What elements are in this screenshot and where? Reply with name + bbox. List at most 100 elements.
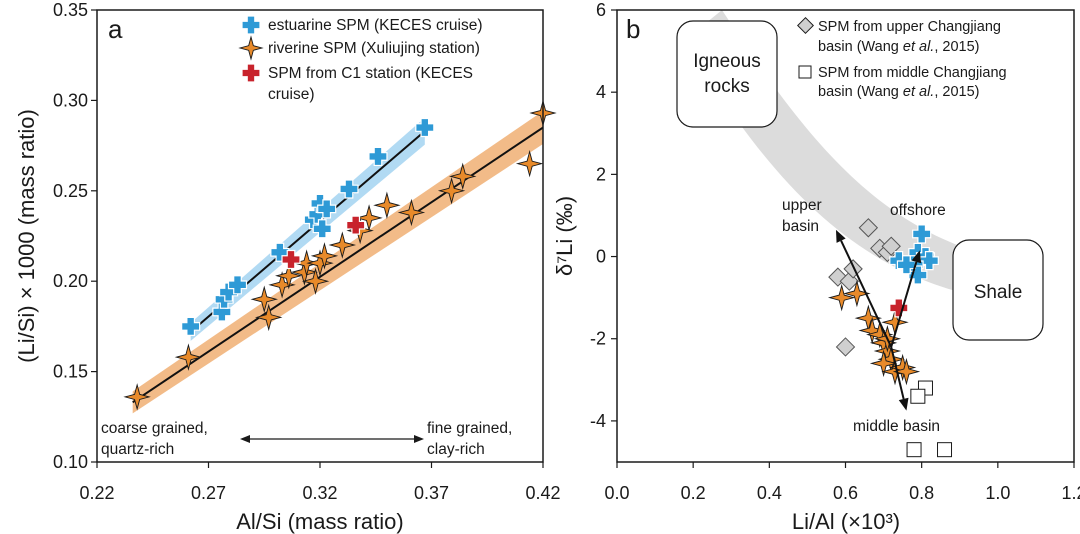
data-point — [843, 259, 863, 279]
arrow-middle-line — [890, 346, 905, 400]
data-point — [250, 285, 278, 314]
legend-label-upper-2: basin (Wang et al., 2015) — [818, 39, 979, 55]
y-tick-label: 6 — [596, 0, 606, 20]
data-point — [328, 231, 357, 259]
y-tick-label: 0.35 — [53, 0, 88, 20]
legend-label-riverine: riverine SPM (Xuliujing station) — [268, 40, 480, 57]
shale-label: Shale — [974, 282, 1023, 303]
y-tick-label: -4 — [590, 411, 606, 431]
x-tick-label: 0.6 — [833, 483, 858, 503]
panel-letter-b: b — [626, 14, 640, 44]
legend-marker-c1 — [241, 63, 261, 83]
data-point — [515, 149, 544, 178]
data-point — [415, 117, 435, 138]
y-tick-label: 4 — [596, 82, 606, 102]
fit-line — [132, 126, 544, 404]
double-arrow — [240, 435, 424, 443]
y-axis-ticks: 0.10 0.15 0.20 0.25 0.30 0.35 — [53, 0, 97, 472]
upper-basin-label-2: basin — [782, 218, 819, 235]
legend-middle-2a: basin (Wang — [818, 84, 903, 100]
middle-basin-label: middle basin — [853, 418, 940, 435]
legend-label-upper-1: SPM from upper Changjiang — [818, 19, 1001, 35]
y-tick-label: 0.20 — [53, 271, 88, 291]
fit-bands — [132, 111, 543, 414]
igneous-rocks-box — [676, 20, 778, 128]
y-axis-label-a: (Li/Si) × 1000 (mass ratio) — [14, 109, 39, 363]
data-point — [835, 337, 856, 357]
panel-a: 0.22 0.27 0.32 0.37 0.42 0.10 0.15 0.20 0.25 0.3… — [14, 0, 561, 534]
arrow-upper-line — [840, 240, 893, 348]
data-point — [910, 388, 926, 404]
arrow-middle-head — [898, 397, 909, 411]
data-point — [397, 198, 426, 227]
data-point — [869, 349, 898, 378]
data-point — [827, 283, 856, 312]
data-point — [889, 298, 909, 318]
x-tick-label: 0.8 — [909, 483, 934, 503]
legend-star-icon — [238, 35, 264, 61]
legend-label-middle-1: SPM from middle Changjiang — [818, 65, 1007, 81]
data-point — [346, 215, 366, 235]
data-point — [301, 267, 330, 295]
y-tick-label: 0.10 — [53, 452, 88, 472]
legend-a: estuarine SPM (KECES cruise) riverine SP… — [238, 15, 483, 103]
x-tick-label: 0.0 — [604, 483, 629, 503]
x-tick-label: 0.32 — [302, 483, 337, 503]
legend-label-middle-2: basin (Wang et al., 2015) — [818, 84, 979, 100]
legend-upper-2a: basin (Wang — [818, 39, 903, 55]
fit-band — [132, 111, 543, 414]
x-tick-label: 0.37 — [414, 483, 449, 503]
annotation-coarse-2: quartz-rich — [101, 441, 174, 458]
data-points — [123, 99, 557, 411]
arrow-upper-head — [835, 229, 846, 243]
y-tick-label: 0.30 — [53, 90, 88, 110]
data-point — [881, 236, 901, 256]
x-axis-label-a: Al/Si (mass ratio) — [236, 509, 403, 534]
data-point — [373, 191, 401, 219]
legend-middle-2b: et al. — [903, 84, 934, 100]
y-tick-label: 0 — [596, 247, 606, 267]
igneous-label-1: Igneous — [693, 51, 761, 72]
x-tick-label: 0.22 — [79, 483, 114, 503]
offshore-label: offshore — [890, 202, 946, 219]
x-tick-label: 1.0 — [985, 483, 1010, 503]
data-point — [275, 262, 303, 290]
y-axis-ticks: -4 -2 0 2 4 6 — [590, 0, 617, 431]
data-point — [281, 249, 301, 270]
x-tick-label: 1.2 — [1061, 483, 1080, 503]
igneous-label-2: rocks — [704, 76, 749, 97]
x-tick-label: 0.27 — [191, 483, 226, 503]
data-point — [181, 316, 201, 336]
legend-label-c1-cont: cruise) — [268, 86, 315, 103]
y-tick-label: -2 — [590, 329, 606, 349]
data-point — [290, 258, 319, 286]
legend-cross-icon — [241, 15, 261, 35]
y-tick-label: 2 — [596, 164, 606, 184]
legend-cross-icon — [241, 63, 261, 83]
fit-lines — [132, 126, 544, 404]
y-tick-label: 0.25 — [53, 181, 88, 201]
data-point — [368, 146, 388, 167]
arrow-offshore-line — [890, 261, 918, 348]
data-point — [437, 177, 466, 205]
y-tick-label: 0.15 — [53, 362, 88, 382]
legend-marker-upper — [797, 17, 814, 34]
panel-letter-a: a — [108, 14, 123, 44]
data-point — [310, 242, 339, 270]
annotation-fine-2: clay-rich — [427, 441, 485, 458]
data-point — [123, 383, 151, 411]
x-axis-ticks: 0.22 0.27 0.32 0.37 0.42 — [79, 462, 561, 503]
y-axis-label-b: δ⁷Li (‰) — [552, 196, 577, 276]
data-point — [174, 343, 203, 371]
trend-arrows — [835, 229, 922, 411]
data-point — [355, 204, 383, 232]
annotation-fine-1: fine grained, — [427, 420, 512, 437]
x-axis-ticks: 0.0 0.2 0.4 0.6 0.8 1.0 1.2 — [604, 462, 1080, 503]
arrow-head-left — [240, 435, 250, 443]
legend-marker-estuarine — [241, 15, 261, 35]
shale-box — [952, 239, 1044, 341]
legend-marker-middle — [798, 65, 812, 79]
x-tick-label: 0.42 — [525, 483, 560, 503]
legend-b: SPM from upper Changjiang basin (Wang et… — [797, 17, 1007, 100]
